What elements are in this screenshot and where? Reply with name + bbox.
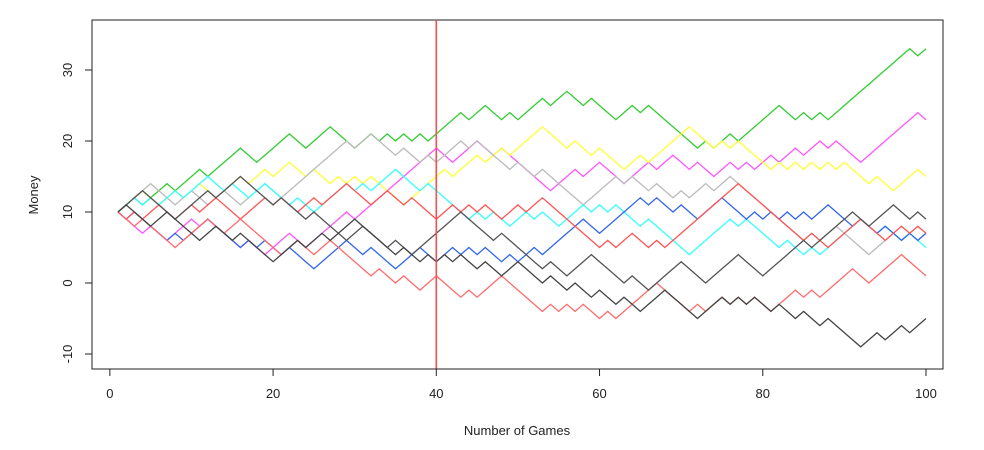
series-line-3 bbox=[117, 125, 927, 213]
y-tick-label: 30 bbox=[60, 63, 75, 77]
x-tick-label: 0 bbox=[106, 386, 113, 401]
series-line-7 bbox=[117, 182, 927, 249]
y-axis-title: Money bbox=[26, 175, 41, 215]
series-line-5 bbox=[117, 168, 927, 256]
x-tick-label: 20 bbox=[266, 386, 280, 401]
y-tick-label: -10 bbox=[60, 345, 75, 364]
x-tick-label: 40 bbox=[429, 386, 443, 401]
series-line-8 bbox=[117, 211, 927, 320]
x-tick-label: 100 bbox=[915, 386, 937, 401]
series-line-9 bbox=[117, 175, 927, 291]
y-tick-label: 20 bbox=[60, 134, 75, 148]
series-line-1 bbox=[117, 47, 927, 213]
x-axis-title: Number of Games bbox=[464, 423, 571, 438]
axes-layer: 0 20 40 60 80 100 -10 0 10 20 30 bbox=[60, 63, 937, 401]
y-tick-label: 0 bbox=[60, 279, 75, 286]
series-line-10 bbox=[117, 204, 927, 348]
x-tick-label: 60 bbox=[592, 386, 606, 401]
series-line-2 bbox=[117, 111, 927, 256]
series-line-4 bbox=[117, 133, 927, 256]
y-tick-label: 10 bbox=[60, 205, 75, 219]
series-layer bbox=[117, 47, 927, 348]
x-tick-label: 80 bbox=[756, 386, 770, 401]
